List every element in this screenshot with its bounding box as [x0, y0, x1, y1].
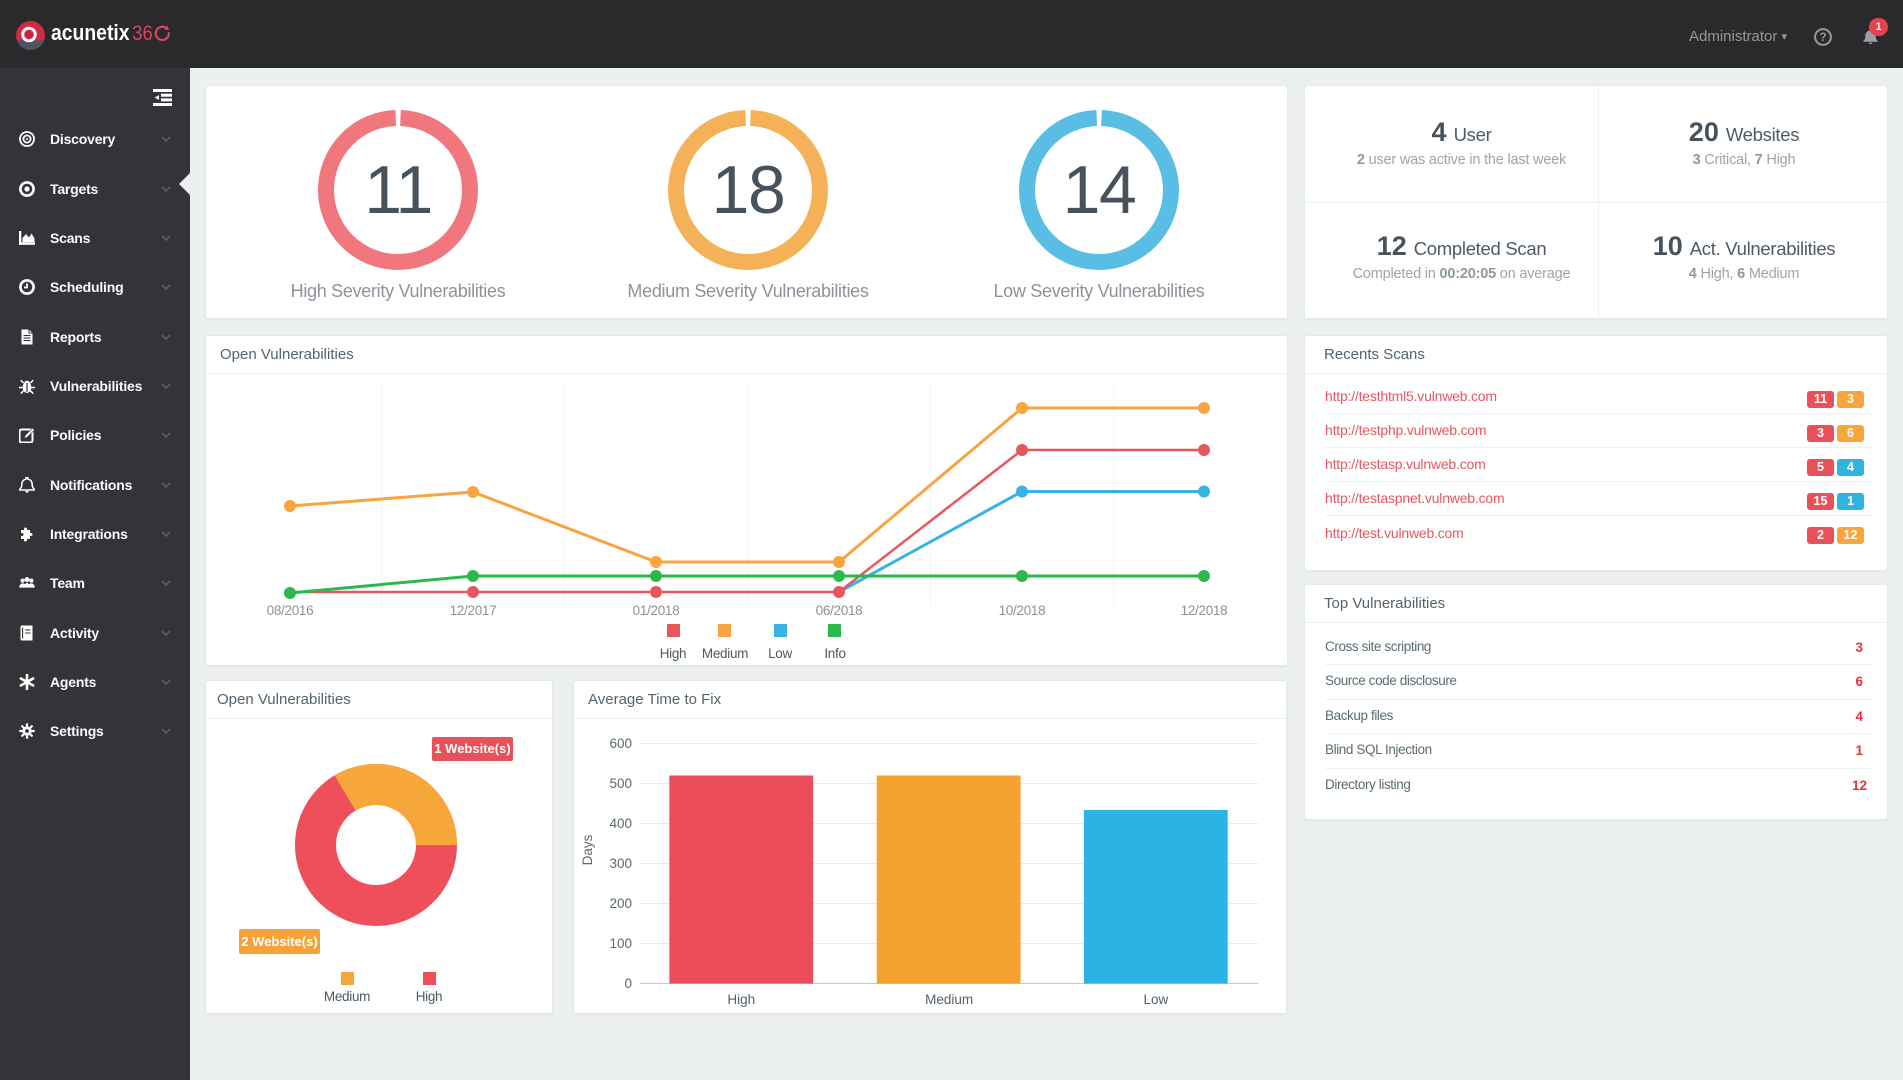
svg-text:200: 200 [609, 896, 632, 911]
svg-text:500: 500 [609, 776, 632, 791]
svg-text:Days: Days [580, 834, 595, 865]
svg-text:300: 300 [609, 856, 632, 871]
svg-text:Medium Severity Vulnerabilitie: Medium Severity Vulnerabilities [627, 281, 868, 301]
svg-text:11: 11 [364, 152, 432, 228]
svg-text:High Severity Vulnerabilities: High Severity Vulnerabilities [291, 281, 506, 301]
svg-text:Low Severity Vulnerabilities: Low Severity Vulnerabilities [993, 281, 1204, 301]
svg-text:14: 14 [1063, 152, 1136, 228]
svg-text:?: ? [1819, 32, 1826, 44]
svg-text:100: 100 [609, 936, 632, 951]
svg-text:18: 18 [712, 152, 785, 228]
svg-text:0: 0 [624, 976, 632, 991]
svg-text:600: 600 [609, 736, 632, 751]
svg-text:Medium: Medium [925, 992, 973, 1007]
svg-text:10/2018: 10/2018 [999, 603, 1046, 618]
svg-text:01/2018: 01/2018 [633, 603, 680, 618]
svg-text:12/2017: 12/2017 [450, 603, 497, 618]
svg-text:08/2016: 08/2016 [267, 603, 314, 618]
svg-text:12/2018: 12/2018 [1181, 603, 1228, 618]
svg-text:Low: Low [1144, 992, 1169, 1007]
svg-text:06/2018: 06/2018 [816, 603, 863, 618]
svg-text:400: 400 [609, 816, 632, 831]
svg-text:High: High [727, 992, 755, 1007]
